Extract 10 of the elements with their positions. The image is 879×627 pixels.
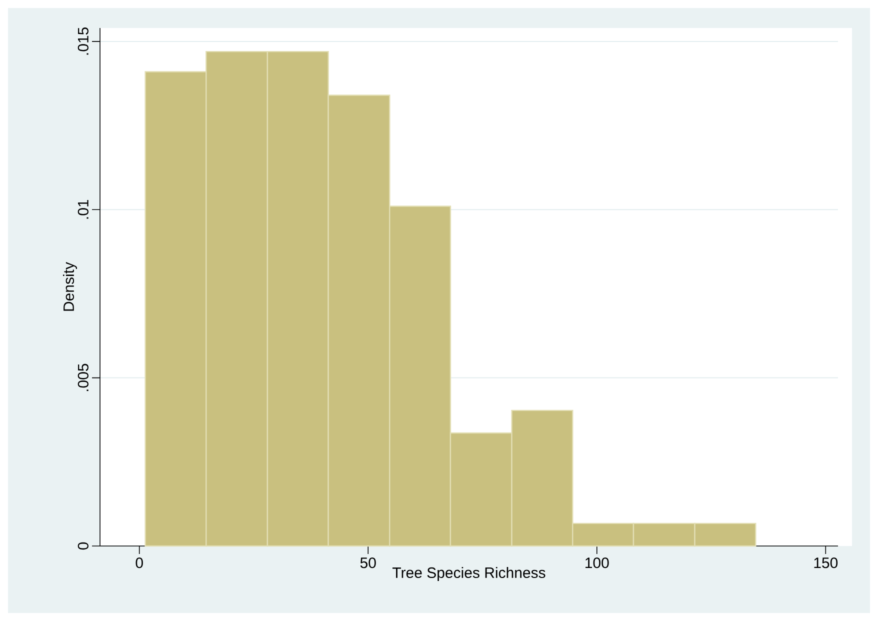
x-axis-title: Tree Species Richness bbox=[392, 567, 546, 581]
x-tick-label: 150 bbox=[814, 558, 838, 568]
x-tick-label: 100 bbox=[586, 558, 609, 568]
x-tick-label: 50 bbox=[360, 558, 376, 568]
y-tick-label: 0 bbox=[78, 542, 88, 550]
y-tick-label: .01 bbox=[78, 200, 88, 219]
x-tick-label: 0 bbox=[136, 558, 143, 568]
y-axis-title: Density bbox=[63, 262, 77, 311]
y-tick-label: .015 bbox=[78, 27, 88, 55]
y-tick-label: .005 bbox=[78, 364, 88, 392]
